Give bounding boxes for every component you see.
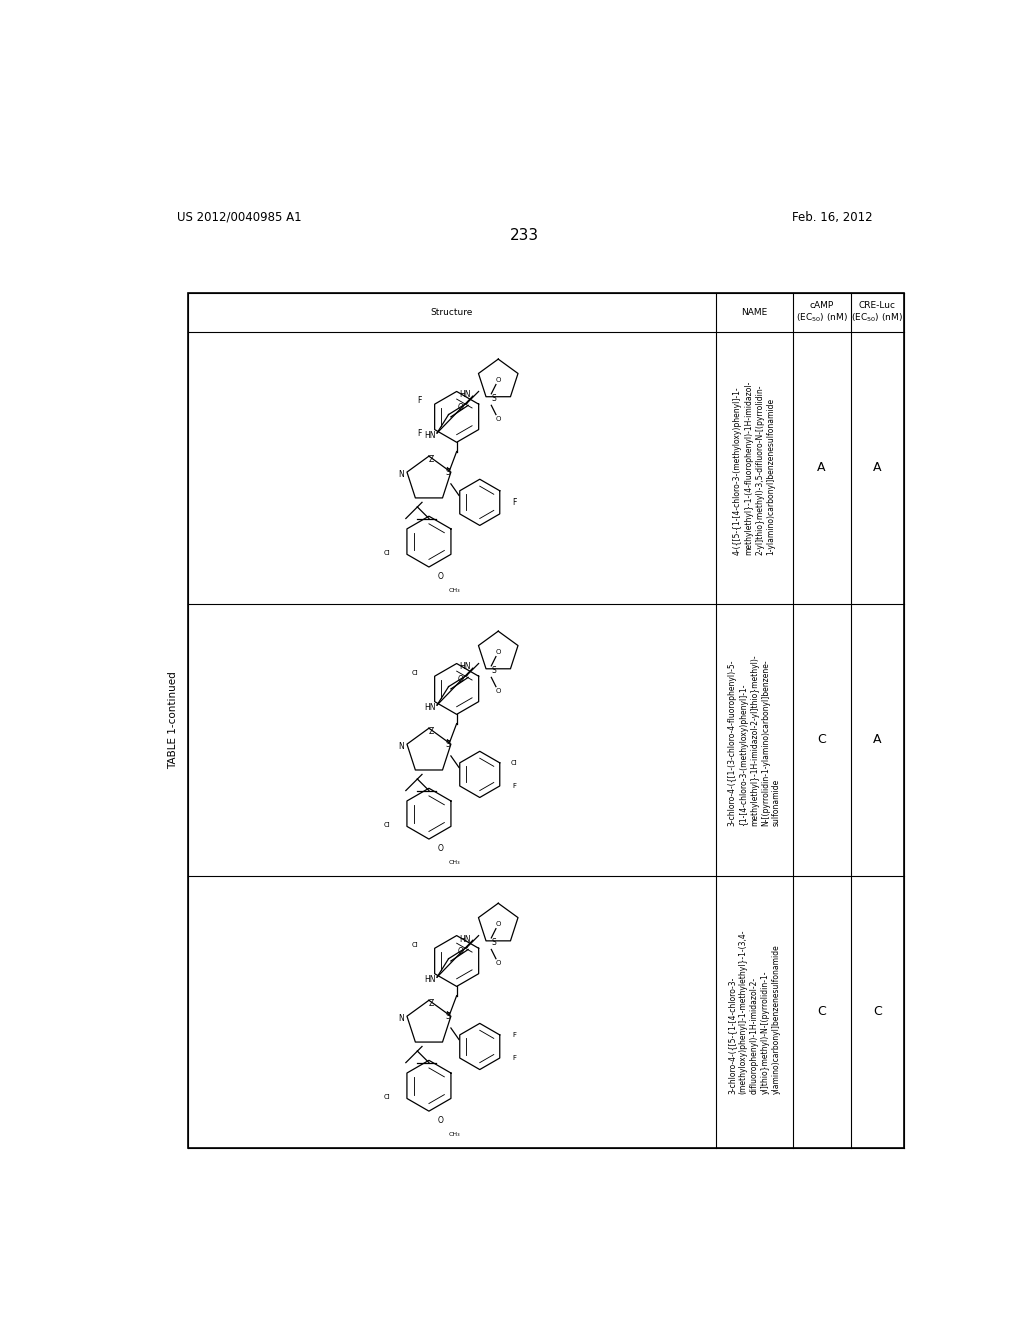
Text: Cl: Cl <box>412 942 419 948</box>
Text: N: N <box>398 470 404 479</box>
Text: O: O <box>437 572 443 581</box>
Text: HN: HN <box>459 935 470 944</box>
Text: O: O <box>457 403 463 412</box>
Bar <box>188 293 904 1148</box>
Text: 3-chloro-4-({[5-{1-[4-chloro-3-
(methyloxy)phenyl]-1-methylethyl}-1-(3,4-
difluo: 3-chloro-4-({[5-{1-[4-chloro-3- (methylo… <box>728 929 781 1094</box>
Text: Cl: Cl <box>384 822 391 828</box>
Text: US 2012/0040985 A1: US 2012/0040985 A1 <box>177 211 301 224</box>
Text: Cl: Cl <box>412 669 419 676</box>
Text: F: F <box>418 429 422 437</box>
Text: 233: 233 <box>510 227 540 243</box>
Text: HN: HN <box>424 430 436 440</box>
Text: F: F <box>418 396 422 405</box>
Text: 3-chloro-4-({[1-(3-chloro-4-fluorophenyl)-5-
{1-[4-chloro-3-(methyloxy)phenyl]-1: 3-chloro-4-({[1-(3-chloro-4-fluorophenyl… <box>728 653 781 825</box>
Text: S: S <box>445 1012 450 1020</box>
Text: HN: HN <box>424 975 436 983</box>
Text: cAMP
(EC$_{50}$) (nM): cAMP (EC$_{50}$) (nM) <box>796 301 848 323</box>
Text: 4-({[5-{1-[4-chloro-3-(methyloxy)phenyl]-1-
methylethyl}-1-(4-fluorophenyl)-1H-i: 4-({[5-{1-[4-chloro-3-(methyloxy)phenyl]… <box>733 380 775 554</box>
Text: CH₃: CH₃ <box>449 587 460 593</box>
Text: TABLE 1-continued: TABLE 1-continued <box>168 672 178 770</box>
Text: F: F <box>512 498 516 507</box>
Text: Cl: Cl <box>511 760 518 766</box>
Text: CH₃: CH₃ <box>449 1131 460 1137</box>
Text: S: S <box>445 741 450 748</box>
Text: F: F <box>512 1032 516 1038</box>
Text: CRE-Luc
(EC$_{50}$) (nM): CRE-Luc (EC$_{50}$) (nM) <box>852 301 903 323</box>
Text: O: O <box>496 688 501 694</box>
Text: Z: Z <box>429 999 434 1008</box>
Text: C: C <box>817 1006 826 1018</box>
Text: Feb. 16, 2012: Feb. 16, 2012 <box>793 211 872 224</box>
Text: HN: HN <box>459 391 470 400</box>
Text: O: O <box>496 961 501 966</box>
Text: S: S <box>492 667 496 675</box>
Text: O: O <box>496 921 501 927</box>
Text: N: N <box>398 742 404 751</box>
Text: F: F <box>512 1055 516 1061</box>
Text: A: A <box>817 461 826 474</box>
Text: N: N <box>398 1014 404 1023</box>
Text: S: S <box>492 393 496 403</box>
Text: Cl: Cl <box>384 1094 391 1101</box>
Text: O: O <box>457 676 463 684</box>
Text: S: S <box>445 467 450 477</box>
Text: Z: Z <box>429 455 434 465</box>
Text: HN: HN <box>424 704 436 711</box>
Text: CH₃: CH₃ <box>449 859 460 865</box>
Text: C: C <box>817 733 826 746</box>
Text: O: O <box>457 948 463 956</box>
Text: NAME: NAME <box>741 308 767 317</box>
Text: O: O <box>496 378 501 383</box>
Text: Structure: Structure <box>431 308 473 317</box>
Text: A: A <box>873 461 882 474</box>
Text: A: A <box>873 733 882 746</box>
Text: O: O <box>496 649 501 655</box>
Text: HN: HN <box>459 663 470 672</box>
Text: Cl: Cl <box>384 550 391 556</box>
Text: F: F <box>512 783 516 789</box>
Text: C: C <box>873 1006 882 1018</box>
Text: O: O <box>496 416 501 422</box>
Text: O: O <box>437 843 443 853</box>
Text: Z: Z <box>429 727 434 737</box>
Text: O: O <box>437 1115 443 1125</box>
Text: S: S <box>492 939 496 946</box>
